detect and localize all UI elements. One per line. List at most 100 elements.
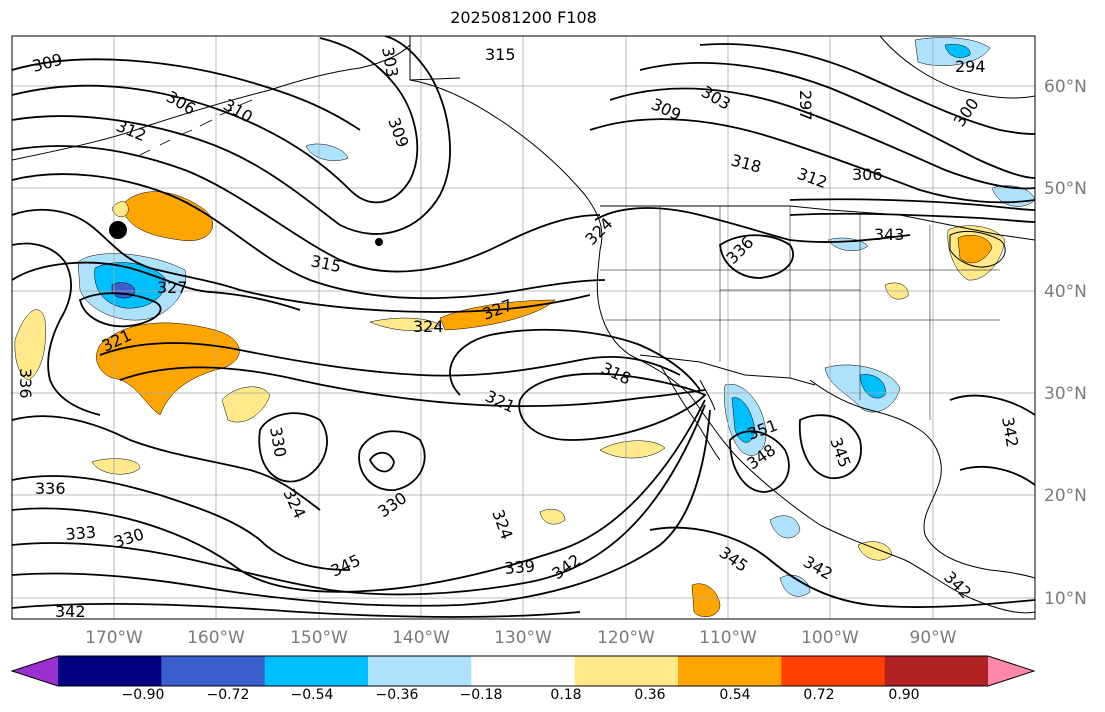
shade-orange-patch (691, 583, 721, 617)
latitude-labels: 60°N 50°N 40°N 30°N 20°N 10°N (1044, 77, 1087, 609)
contour-line (798, 414, 862, 479)
colorbar-tick-label: 0.72 (803, 687, 834, 703)
contour-line (358, 430, 426, 491)
contour-line (12, 409, 711, 607)
lon-label: 110°W (699, 628, 757, 648)
hudson-bay-coast (879, 36, 1035, 99)
contour-line (12, 242, 101, 416)
colorbar-segment (471, 656, 576, 686)
colorbar-tick-label: 0.54 (719, 687, 750, 703)
contour-label: 294 (955, 57, 986, 76)
contour-line (12, 261, 301, 311)
lat-label: 20°N (1044, 486, 1087, 506)
contour-line (949, 394, 1035, 416)
aleutian-islands (139, 99, 253, 156)
lat-label: 10°N (1044, 589, 1087, 609)
contour-line (449, 328, 701, 396)
lat-label: 30°N (1044, 384, 1087, 404)
contour-line (12, 173, 606, 300)
contour-label: 315 (485, 45, 516, 64)
contour-line (609, 87, 1035, 190)
colorbar-tick-label: −0.54 (291, 687, 334, 703)
contour-line (78, 292, 162, 328)
contour-line (589, 118, 1035, 204)
graticule (12, 36, 1035, 619)
contour-line (639, 61, 1035, 179)
contour-line (12, 404, 706, 596)
shade-yellow-patch (111, 201, 129, 218)
shade-orange-patch (957, 235, 993, 264)
contour-line (699, 43, 1035, 135)
contour-line (12, 208, 591, 313)
contour-label: 336 (35, 479, 66, 498)
lon-label: 160°W (187, 628, 245, 648)
colorbar: −0.90 −0.72 −0.54 −0.36 −0.18 0.18 0.36 … (10, 655, 1036, 703)
lat-label: 60°N (1044, 77, 1087, 97)
lon-label: 100°W (801, 628, 859, 648)
contour-line (12, 603, 581, 618)
contour-line (789, 198, 1035, 211)
colorbar-tick-label: −0.72 (207, 687, 250, 703)
contour-label: 336 (16, 368, 35, 399)
shade-yellow-patch (539, 509, 566, 525)
contour-line (959, 465, 1035, 486)
lon-label: 140°W (392, 628, 450, 648)
contour-line (649, 526, 1035, 608)
marker-dot (109, 221, 127, 239)
shade-lightblue-patch (824, 364, 901, 413)
shade-blue-patch (944, 44, 971, 58)
lat-label: 40°N (1044, 282, 1087, 302)
contour-line (12, 58, 361, 131)
contour-line (119, 366, 706, 408)
colorbar-segment (781, 656, 886, 686)
colorbar-segment (884, 656, 989, 686)
contour-line (12, 399, 706, 593)
contour-label: 327 (157, 278, 188, 297)
us-state-lines (600, 206, 1000, 420)
map-title: 2025081200 F108 (450, 8, 597, 27)
lon-label: 120°W (597, 628, 655, 648)
contour-line (789, 212, 1035, 223)
shade-yellow-patch (369, 317, 441, 331)
shade-lightblue-patch (305, 143, 349, 161)
contour-line (12, 145, 601, 273)
lon-label: 90°W (910, 628, 957, 648)
contour-label: 342 (55, 602, 86, 621)
contour-line (12, 475, 351, 571)
map-plot-area: 309 306 312 310 303 315 309 309 303 297 … (12, 36, 1035, 621)
longitude-labels: 170°W 160°W 150°W 140°W 130°W 120°W 110°… (85, 628, 957, 648)
shade-lightblue-patch (769, 515, 801, 539)
colorbar-segment (264, 656, 369, 686)
lon-label: 130°W (494, 628, 552, 648)
colorbar-tick-label: −0.18 (460, 687, 503, 703)
colorbar-extend-min (12, 656, 58, 686)
contour-label: 324 (413, 317, 444, 336)
colorbar-tick-label: −0.36 (376, 687, 419, 703)
contour-line (518, 372, 707, 441)
colorbar-tick-label: 0.36 (634, 687, 665, 703)
great-lakes-outline (949, 230, 1006, 268)
contour-line (368, 451, 395, 473)
contour-lines (12, 36, 1035, 618)
colorbar-outline (10, 655, 1036, 687)
colorbar-segment (58, 656, 162, 686)
contour-label: 343 (874, 225, 905, 244)
colorbar-segment (574, 656, 679, 686)
contour-line (12, 37, 419, 204)
contour-line (719, 234, 795, 279)
shade-yellow-patch (221, 386, 271, 423)
us-mexico-border (639, 354, 816, 386)
shade-blue-patch (859, 374, 886, 399)
lat-label: 50°N (1044, 179, 1087, 199)
contour-label: 333 (65, 522, 97, 544)
shade-lightblue-patch (779, 574, 811, 597)
gulf-of-mexico-coast (809, 379, 1035, 579)
colorbar-segment (161, 656, 266, 686)
colorbar-extend-max (988, 656, 1034, 686)
contour-label: 306 (852, 165, 883, 184)
contour-line (99, 342, 681, 377)
contour-line (594, 207, 911, 243)
contour-line (258, 412, 328, 483)
contour-line (12, 415, 321, 511)
